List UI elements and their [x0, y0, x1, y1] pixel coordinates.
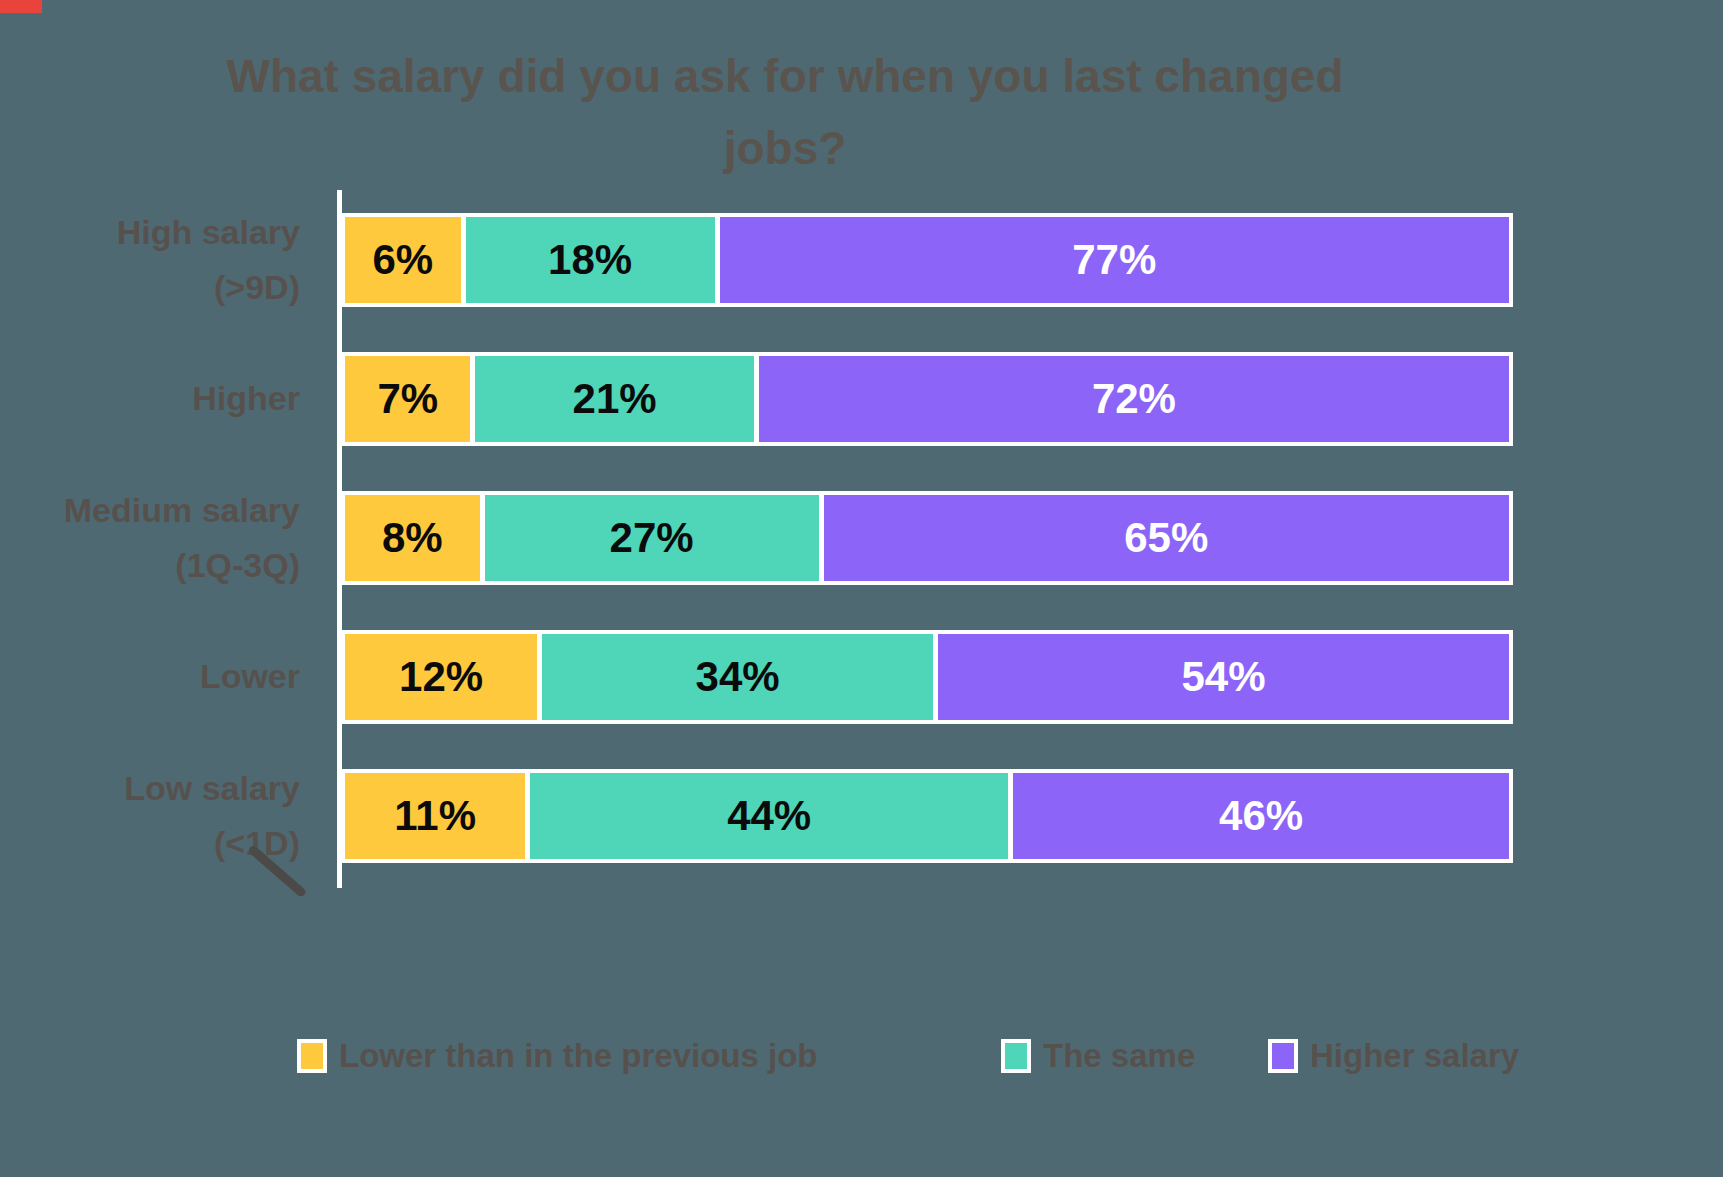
- category-label-line: (<1D): [0, 816, 300, 871]
- legend-swatch-the-same: [1001, 1039, 1031, 1073]
- legend-item-the-same: The same: [1001, 1032, 1195, 1080]
- category-label: Higher: [0, 352, 300, 446]
- bar-segment-lower-than-previous: 12%: [345, 634, 537, 720]
- category-label-line: Medium salary: [0, 483, 300, 538]
- legend: Lower than in the previous job The same Hi…: [0, 1032, 1723, 1080]
- category-label-line: Higher: [0, 371, 300, 426]
- top-left-red-strip: [0, 0, 42, 13]
- bar-segment-lower-than-previous: 8%: [345, 495, 480, 581]
- legend-swatch-higher-salary: [1268, 1039, 1298, 1073]
- chart-title-line-1: What salary did you ask for when you las…: [0, 40, 1570, 112]
- category-axis-labels: High salary(>9D) Higher Medium salary(1Q-3…: [0, 213, 300, 863]
- category-label-line: High salary: [0, 205, 300, 260]
- chart-title: What salary did you ask for when you las…: [0, 40, 1570, 184]
- legend-item-lower-than-previous: Lower than in the previous job: [297, 1032, 818, 1080]
- legend-item-higher-salary: Higher salary: [1268, 1032, 1519, 1080]
- legend-label: The same: [1043, 1037, 1195, 1075]
- bar-segment-lower-than-previous: 11%: [345, 773, 525, 859]
- salary-survey-chart: What salary did you ask for when you las…: [0, 0, 1723, 1177]
- bar-segment-lower-than-previous: 7%: [345, 356, 470, 442]
- bar-segment-higher-salary: 46%: [1013, 773, 1509, 859]
- category-label-line: (1Q-3Q): [0, 538, 300, 593]
- bar-segment-the-same: 27%: [485, 495, 819, 581]
- bar-segment-higher-salary: 77%: [720, 217, 1509, 303]
- bar-segment-higher-salary: 54%: [938, 634, 1509, 720]
- bar-segment-the-same: 34%: [542, 634, 933, 720]
- category-label: Lower: [0, 630, 300, 724]
- category-label-line: (>9D): [0, 260, 300, 315]
- bar-row: 8%27%65%: [341, 491, 1513, 585]
- category-label: High salary(>9D): [0, 213, 300, 307]
- bar-segment-the-same: 18%: [466, 217, 715, 303]
- bar-row: 11%44%46%: [341, 769, 1513, 863]
- chart-title-line-2: jobs?: [0, 112, 1570, 184]
- bar-segment-lower-than-previous: 6%: [345, 217, 461, 303]
- bar-segment-the-same: 21%: [475, 356, 753, 442]
- category-label-line: Lower: [0, 649, 300, 704]
- category-label-line: Low salary: [0, 761, 300, 816]
- bar-row: 12%34%54%: [341, 630, 1513, 724]
- bar-row: 7%21%72%: [341, 352, 1513, 446]
- bar-segment-higher-salary: 65%: [824, 495, 1509, 581]
- legend-label: Lower than in the previous job: [339, 1037, 818, 1075]
- legend-label: Higher salary: [1310, 1037, 1519, 1075]
- bar-row: 6%18%77%: [341, 213, 1513, 307]
- bar-segment-higher-salary: 72%: [759, 356, 1509, 442]
- category-label: Medium salary(1Q-3Q): [0, 491, 300, 585]
- bar-segment-the-same: 44%: [530, 773, 1008, 859]
- plot-area: 6%18%77% 7%21%72% 8%27%65% 12%34%54% 11%44%4…: [341, 213, 1513, 863]
- legend-swatch-lower-than-previous: [297, 1039, 327, 1073]
